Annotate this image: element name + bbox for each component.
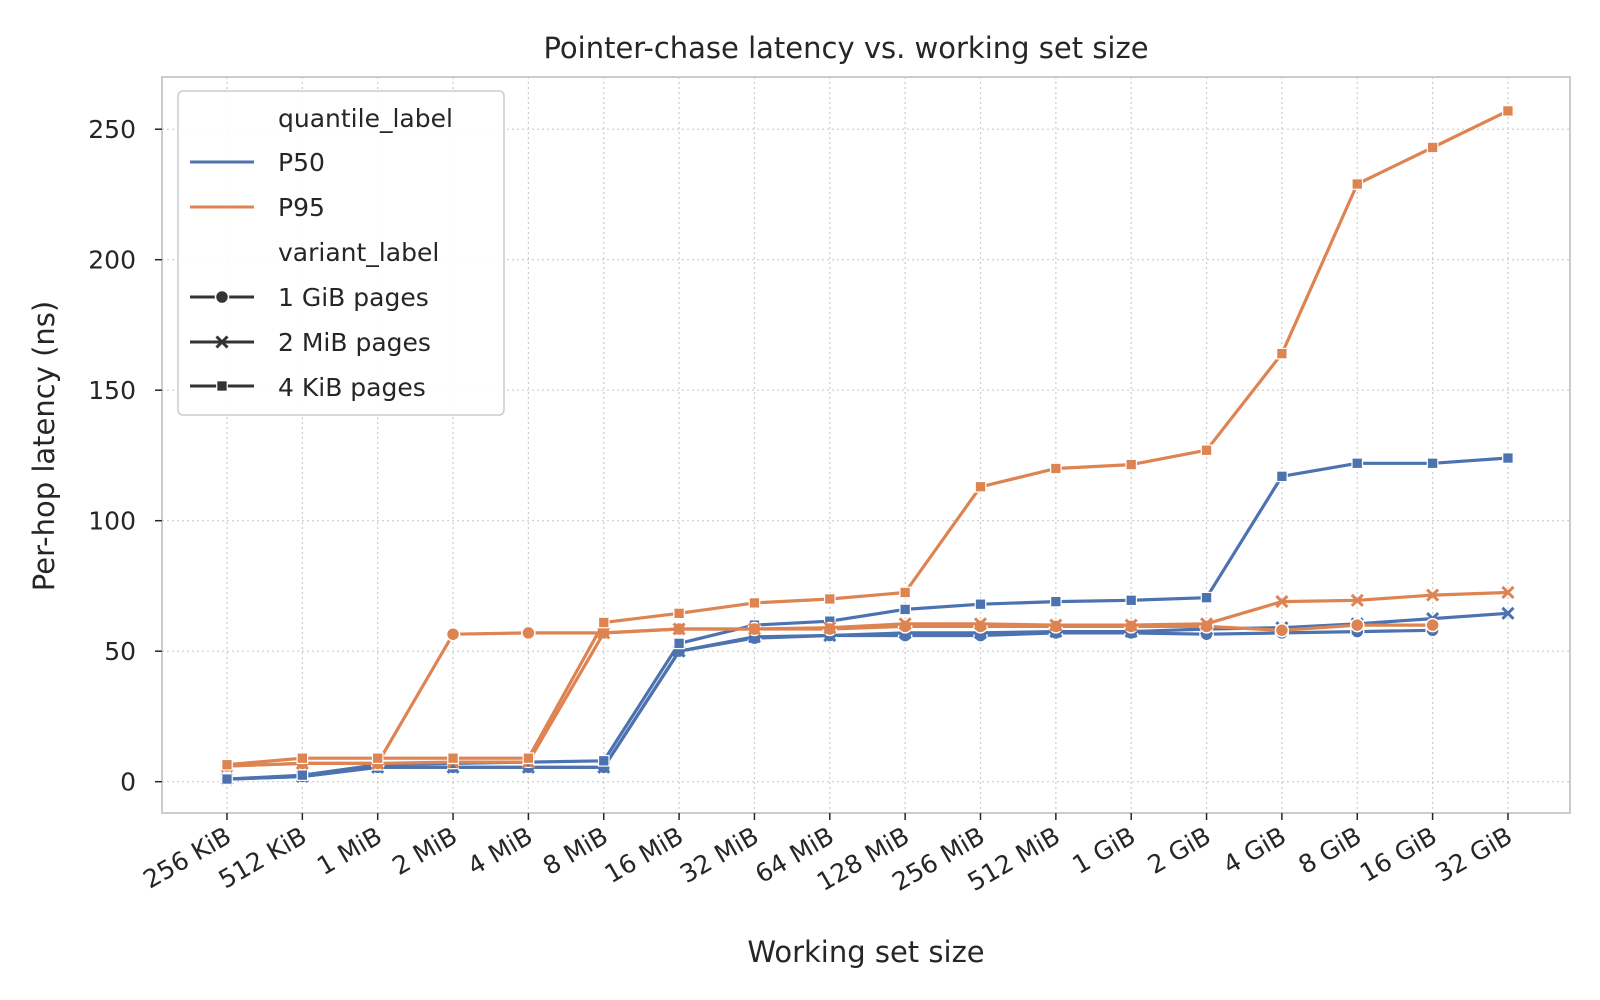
data-point [1125, 458, 1138, 471]
legend-style-marker [214, 289, 230, 305]
data-point [221, 773, 233, 785]
data-point [823, 593, 836, 605]
y-tick-label: 200 [88, 246, 136, 275]
x-axis-label: Working set size [747, 935, 984, 969]
x-tick-label: 4 GiB [1218, 821, 1291, 880]
y-tick-label: 0 [120, 768, 136, 797]
data-point [1350, 593, 1364, 607]
data-point [1276, 347, 1288, 360]
series-layer [219, 105, 1515, 787]
legend-p50-label: P50 [278, 148, 325, 177]
data-point [1502, 452, 1514, 464]
data-point [899, 586, 912, 599]
data-point [1276, 470, 1288, 483]
y-axis: 0 50 100 150 200 250 [88, 115, 162, 797]
legend: quantile_label P50 P95 variant_label 1 G… [177, 90, 505, 416]
legend-4kib-label: 4 KiB pages [278, 373, 426, 402]
data-point [1426, 141, 1439, 154]
chart-title: Pointer-chase latency vs. working set si… [543, 31, 1148, 65]
data-point [673, 607, 685, 620]
series-p95-4-kib-pages [221, 105, 1514, 771]
data-point [1049, 618, 1063, 632]
legend-1gib-label: 1 GiB pages [278, 283, 429, 312]
legend-style-title: variant_label [278, 238, 439, 267]
x-tick-label: 512 KiB [214, 821, 312, 894]
data-point [1124, 618, 1138, 632]
legend-p95-label: P95 [278, 193, 325, 222]
x-tick-label: 32 MiB [675, 821, 763, 889]
x-tick-label: 32 GiB [1430, 821, 1517, 888]
data-point [1501, 606, 1515, 620]
data-point [445, 626, 461, 642]
data-point [1350, 617, 1365, 633]
data-point [672, 622, 686, 636]
legend-box [177, 90, 505, 416]
series-line [226, 611, 1509, 781]
x-tick-label: 8 MiB [538, 821, 613, 881]
series-line [226, 109, 1509, 767]
data-point [823, 621, 837, 635]
legend-style-swatches [190, 289, 254, 392]
legend-2mib-label: 2 MiB pages [278, 328, 431, 357]
data-point [521, 625, 536, 641]
series-line [226, 456, 1509, 781]
y-tick-label: 50 [104, 637, 136, 666]
x-tick-label: 1 GiB [1067, 821, 1140, 880]
data-point [747, 622, 762, 636]
plot-frame [161, 76, 1571, 814]
data-point [1199, 617, 1214, 631]
series-p50-4-kib-pages [221, 452, 1514, 785]
data-point [1274, 623, 1290, 638]
data-point [974, 598, 987, 611]
data-point [748, 597, 761, 609]
y-tick-label: 100 [88, 507, 136, 536]
data-point [522, 752, 535, 765]
data-point [673, 637, 685, 650]
data-point [1351, 178, 1364, 190]
data-point [973, 617, 988, 631]
series-line [226, 623, 1433, 768]
data-point [899, 603, 912, 616]
data-point [296, 769, 309, 782]
y-tick-label: 150 [88, 376, 136, 405]
data-point [1502, 105, 1514, 117]
data-point [1200, 444, 1213, 457]
legend-hue-title: quantile_label [278, 104, 453, 133]
x-tick-label: 1 MiB [312, 821, 387, 881]
data-point [1049, 462, 1062, 475]
data-point [221, 758, 233, 771]
data-point [1049, 595, 1062, 608]
legend-style-marker [215, 335, 229, 349]
x-tick-label: 2 GiB [1143, 821, 1216, 880]
legend-style-marker [216, 380, 228, 392]
data-point [898, 617, 912, 631]
data-point [371, 752, 384, 765]
data-point [1425, 617, 1440, 633]
data-point [1501, 585, 1515, 600]
series-line [226, 590, 1508, 768]
x-tick-label: 2 MiB [387, 821, 462, 881]
x-tick-label: 8 GiB [1293, 821, 1366, 880]
data-point [1125, 594, 1138, 607]
x-tick-label: 16 MiB [600, 821, 688, 889]
y-axis-label: Per-hop latency (ns) [27, 301, 61, 591]
data-point [1426, 457, 1439, 470]
data-point [597, 616, 610, 629]
data-point [1426, 588, 1440, 602]
data-point [597, 754, 610, 767]
data-point [974, 480, 987, 493]
data-point [1275, 595, 1289, 609]
data-point [447, 752, 459, 765]
x-tick-label: 4 MiB [463, 821, 538, 881]
data-point [1200, 591, 1213, 604]
y-tick-label: 250 [88, 115, 136, 144]
x-tick-label: 16 GiB [1355, 821, 1442, 888]
data-point [1351, 457, 1364, 470]
data-point [296, 752, 309, 765]
